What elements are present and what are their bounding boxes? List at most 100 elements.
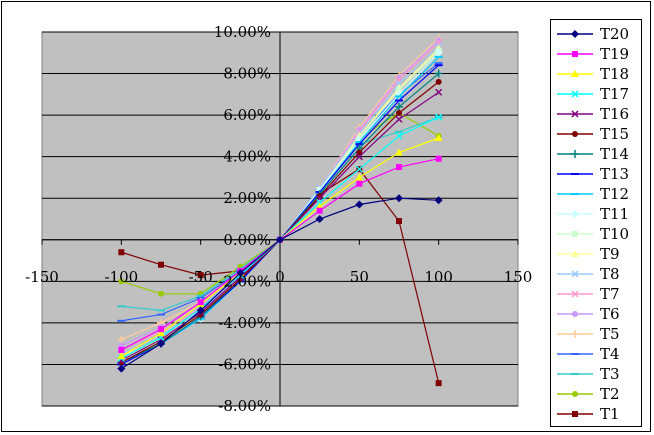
legend-item-T11: T11 — [551, 204, 641, 224]
data-point-T18-6 — [355, 173, 364, 181]
legend-item-T9: T9 — [551, 244, 641, 264]
legend-symbol-T10 — [557, 231, 593, 237]
legend-label-T4: T4 — [600, 345, 620, 363]
legend-symbol-T14 — [557, 150, 593, 158]
y-tick-label-5: 2.00% — [223, 189, 271, 207]
data-point-T20-1 — [157, 339, 165, 348]
x-tick-label-3: 0 — [275, 268, 285, 286]
tick-labels: -8.00% -6.00% -4.00% -2.00% 0.00% 2.00% 4.00% 6… — [25, 23, 532, 415]
legend-item-T16: T16 — [551, 104, 641, 124]
legend-symbol-T2 — [557, 391, 593, 397]
legend-label-T16: T16 — [600, 105, 630, 123]
legend-label-T8: T8 — [600, 265, 620, 283]
legend-item-T19: T19 — [551, 44, 641, 64]
data-point-T18-0 — [117, 352, 126, 360]
legend-label-T5: T5 — [600, 325, 620, 343]
data-point-T19-5 — [316, 207, 323, 214]
legend-symbol-T15 — [557, 131, 593, 137]
data-point-T11-8 — [434, 48, 443, 57]
series-layer — [117, 34, 443, 387]
data-point-T16-8 — [435, 88, 443, 96]
data-point-T5-0 — [117, 335, 126, 344]
legend-label-T2: T2 — [600, 385, 620, 403]
data-point-T19-1 — [158, 326, 164, 333]
legend-item-T1: T1 — [551, 404, 641, 424]
legend-marker-T20 — [571, 30, 579, 38]
legend-symbol-T11 — [557, 210, 593, 218]
x-tick-label-0: -150 — [25, 268, 59, 286]
series-T20 — [117, 194, 443, 373]
legend-marker-T16 — [571, 110, 579, 118]
legend-label-T10: T10 — [600, 225, 630, 243]
legend-marker-T15 — [572, 131, 578, 137]
legend-label-T18: T18 — [600, 65, 630, 83]
data-point-T17-7 — [395, 132, 403, 140]
data-point-T20-6 — [355, 200, 364, 209]
legend-item-T6: T6 — [551, 304, 641, 324]
legend-item-T15: T15 — [551, 124, 641, 144]
data-point-T20-5 — [315, 215, 324, 223]
y-tick-label-0: -8.00% — [218, 397, 271, 415]
legend-label-T11: T11 — [600, 205, 630, 223]
data-point-T18-7 — [395, 148, 403, 156]
data-point-T2-1 — [158, 290, 164, 297]
legend-symbol-T17 — [557, 90, 593, 98]
legend-symbol-T20 — [557, 30, 593, 38]
legend-label-T3: T3 — [600, 365, 620, 383]
legend-item-T13: T13 — [551, 164, 641, 184]
x-tick-label-1: -100 — [104, 268, 138, 286]
data-point-T19-7 — [396, 164, 402, 171]
y-tick-label-7: 6.00% — [223, 106, 271, 124]
data-point-T19-0 — [118, 346, 125, 353]
legend-marker-T18 — [571, 70, 579, 77]
legend-item-T5: T5 — [551, 324, 641, 344]
legend-item-T10: T10 — [551, 224, 641, 244]
legend-symbol-T8 — [557, 270, 593, 278]
legend-label-T19: T19 — [600, 45, 630, 63]
data-point-T2-0 — [118, 278, 125, 285]
legend-label-T17: T17 — [600, 85, 630, 103]
legend-marker-T7 — [571, 290, 579, 298]
data-point-T20-8 — [434, 196, 443, 205]
legend: T20 T19 T18 T17 T16 T15 T14 T13 T12 T11 T10 T9 T8 T7 T… — [550, 19, 642, 427]
data-point-T19-2 — [197, 299, 204, 306]
legend-item-T17: T17 — [551, 84, 641, 104]
legend-label-T15: T15 — [600, 125, 630, 143]
data-point-T20-2 — [196, 306, 205, 315]
data-point-T14-7 — [395, 102, 403, 111]
legend-symbol-T18 — [557, 70, 593, 77]
data-point-T17-6 — [355, 165, 363, 173]
data-point-T19-6 — [356, 180, 363, 187]
data-point-T19-8 — [435, 155, 442, 162]
data-point-T20-4 — [276, 235, 284, 244]
legend-label-T7: T7 — [600, 285, 620, 303]
legend-marker-T2 — [572, 391, 578, 397]
legend-label-T1: T1 — [600, 405, 620, 423]
y-tick-label-6: 4.00% — [223, 148, 271, 166]
legend-item-T20: T20 — [551, 24, 641, 44]
data-point-T1-8 — [435, 380, 442, 387]
data-point-T1-7 — [396, 218, 402, 225]
legend-item-T14: T14 — [551, 144, 641, 164]
legend-marker-T10 — [572, 231, 578, 237]
data-point-T1-2 — [197, 272, 204, 279]
legend-symbol-T16 — [557, 110, 593, 118]
legend-symbol-T13 — [557, 173, 593, 175]
legend-symbol-T1 — [557, 411, 593, 417]
legend-item-T18: T18 — [551, 64, 641, 84]
data-point-T10-7 — [396, 87, 402, 94]
legend-marker-T11 — [571, 210, 579, 218]
data-point-T14-8 — [434, 69, 443, 78]
y-tick-label-9: 10.00% — [214, 23, 271, 41]
data-point-T20-0 — [117, 364, 126, 373]
legend-marker-T19 — [572, 51, 578, 57]
legend-marker-T9 — [571, 250, 579, 257]
legend-symbol-T3 — [557, 373, 593, 375]
legend-symbol-T5 — [557, 330, 593, 338]
legend-label-T14: T14 — [600, 145, 630, 163]
legend-item-T12: T12 — [551, 184, 641, 204]
legend-symbol-T9 — [557, 250, 593, 257]
data-point-T17-8 — [435, 113, 443, 121]
